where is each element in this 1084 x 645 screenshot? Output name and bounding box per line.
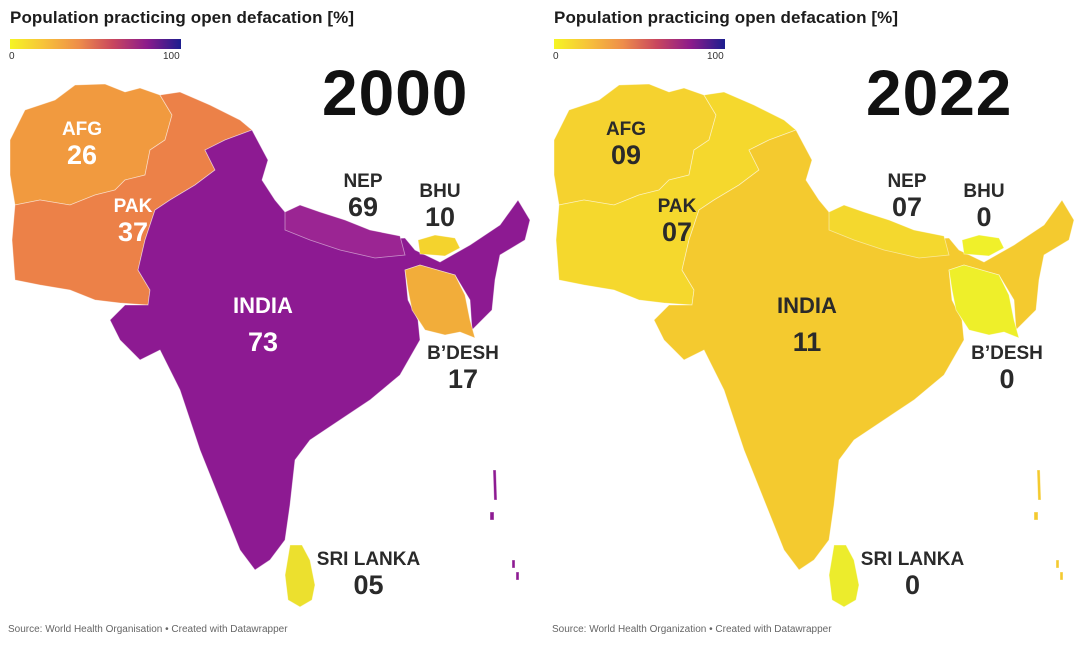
label-pakistan: PAK 37	[113, 196, 153, 247]
label-afghanistan: AFG 26	[61, 119, 103, 170]
region-sri-lanka	[828, 544, 860, 608]
region-bhutan	[417, 234, 461, 257]
region-india	[653, 129, 1075, 571]
color-scale-legend	[554, 39, 725, 49]
label-pakistan: PAK 07	[657, 196, 697, 247]
region-bhutan	[961, 234, 1005, 257]
source-note: Source: World Health Organisation • Crea…	[8, 624, 288, 635]
map-2022	[553, 83, 1075, 608]
region-sri-lanka	[284, 544, 316, 608]
year-label: 2022	[866, 57, 1013, 129]
region-nepal	[284, 204, 406, 259]
label-bangladesh: B’DESH 17	[427, 343, 499, 394]
island-marks	[489, 469, 520, 581]
region-bangladesh	[948, 264, 1020, 339]
label-nepal: NEP 69	[343, 171, 383, 222]
map-panel-2000: Population practicing open defacation [%…	[0, 0, 540, 645]
island-marks	[1033, 469, 1064, 581]
label-bhutan: BHU 10	[419, 181, 461, 232]
label-sri-lanka: SRI LANKA 0	[860, 549, 965, 600]
color-scale-legend	[10, 39, 181, 49]
legend-max-label: 100	[163, 51, 180, 62]
legend-min-label: 0	[9, 51, 15, 62]
map-panel-2022: Population practicing open defacation [%…	[544, 0, 1084, 645]
legend-max-label: 100	[707, 51, 724, 62]
map-2000	[9, 83, 531, 608]
label-india: INDIA 73	[233, 293, 293, 357]
source-note: Source: World Health Organization • Crea…	[552, 624, 832, 635]
map-title: Population practicing open defacation [%…	[10, 8, 355, 27]
region-nepal	[828, 204, 950, 259]
year-label: 2000	[322, 57, 469, 129]
label-bangladesh: B’DESH 0	[971, 343, 1043, 394]
region-bangladesh	[404, 264, 476, 339]
region-india	[109, 129, 531, 571]
legend-min-label: 0	[553, 51, 559, 62]
label-sri-lanka: SRI LANKA 05	[316, 549, 421, 600]
label-india: INDIA 11	[777, 293, 837, 357]
label-bhutan: BHU 0	[963, 181, 1005, 232]
label-afghanistan: AFG 09	[605, 119, 647, 170]
map-title: Population practicing open defacation [%…	[554, 8, 899, 27]
label-nepal: NEP 07	[887, 171, 927, 222]
